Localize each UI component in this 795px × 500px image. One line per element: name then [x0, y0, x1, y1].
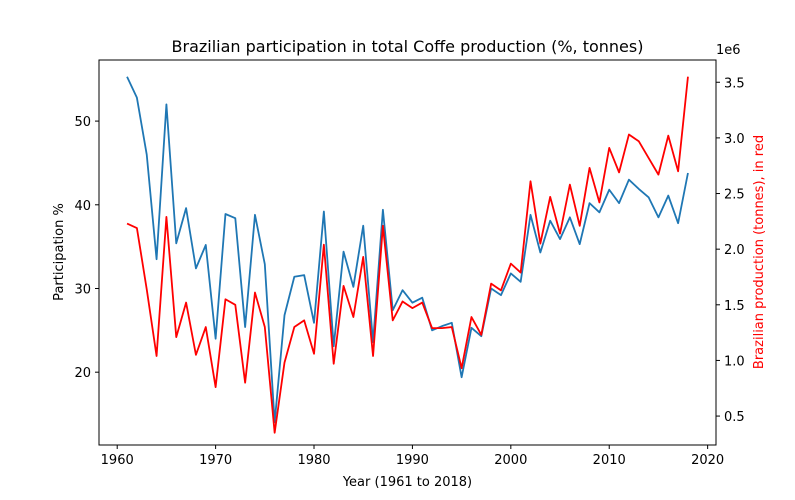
y-right-tick-label: 3.0: [724, 132, 745, 147]
y-right-tick-label: 3.5: [724, 76, 745, 91]
y-tick-label: 20: [74, 366, 91, 381]
series-layer: [126, 76, 689, 434]
y-axis-title: Participation %: [52, 203, 67, 301]
series-line-1: [126, 76, 689, 434]
x-tick-label: 2000: [494, 453, 527, 468]
y-right-tick-label: 2.0: [724, 243, 745, 258]
y-right-tick-label: 1.5: [724, 299, 745, 314]
x-tick-label: 2020: [691, 453, 724, 468]
x-tick-label: 1960: [101, 453, 134, 468]
y-tick-label: 40: [74, 199, 91, 214]
y-right-tick-label: 2.5: [724, 188, 745, 203]
x-tick-label: 1970: [199, 453, 232, 468]
x-tick-label: 1980: [297, 453, 330, 468]
plot-frame: [98, 59, 717, 446]
y-tick-label: 30: [74, 282, 91, 297]
y-tick-label: 50: [74, 115, 91, 130]
right-axis-multiplier: 1e6: [716, 43, 741, 58]
y-right-axis-title: Brazilian production (tonnes), in red: [752, 135, 767, 369]
series-line-0: [126, 76, 689, 424]
y-right-tick-label: 1.0: [724, 354, 745, 369]
x-tick-label: 2010: [593, 453, 626, 468]
chart-title: Brazilian participation in total Coffe p…: [172, 37, 644, 56]
y-right-tick-label: 0.5: [724, 410, 745, 425]
x-axis-title: Year (1961 to 2018): [342, 475, 472, 490]
axes-layer: 1960 1970 1980 1990 2000 2010 2020203040500.51…: [74, 59, 745, 468]
x-tick-label: 1990: [396, 453, 429, 468]
